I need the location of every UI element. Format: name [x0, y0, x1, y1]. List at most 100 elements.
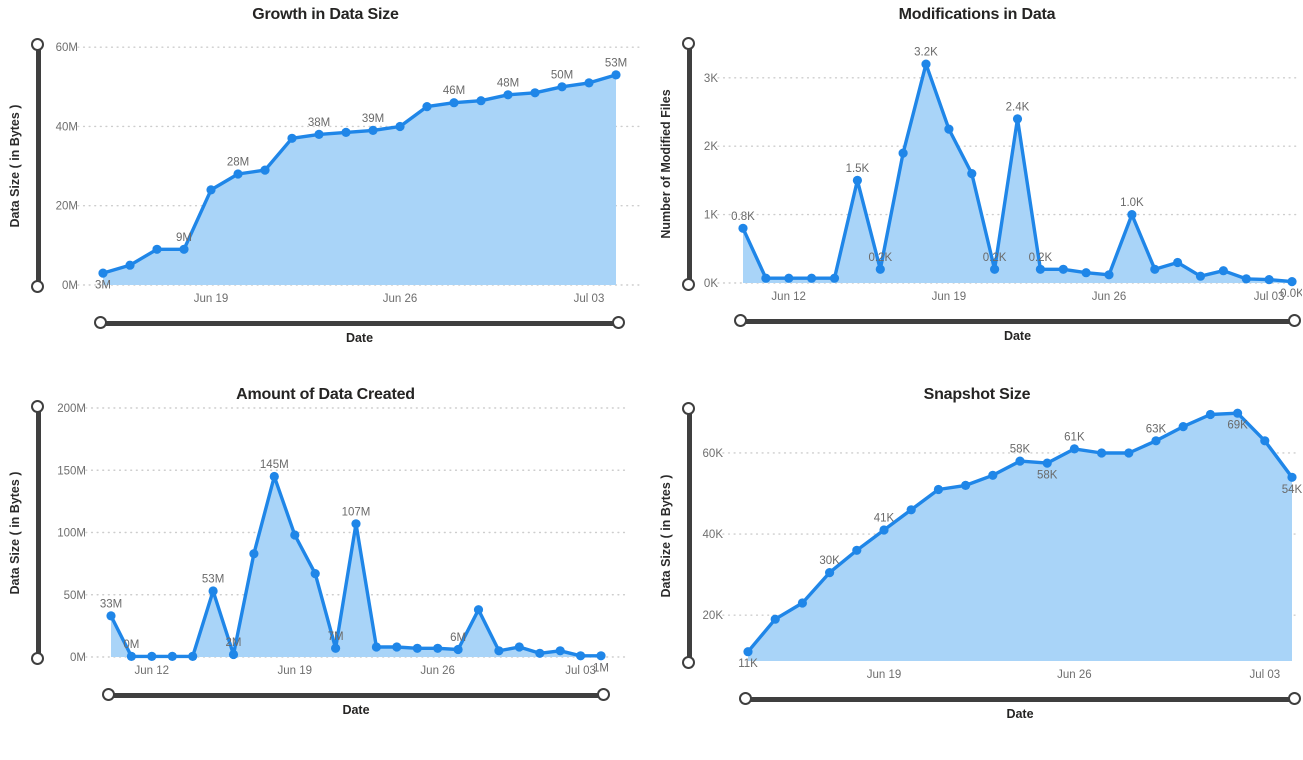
- data-point[interactable]: [152, 244, 162, 254]
- data-point[interactable]: [1241, 274, 1251, 284]
- data-point[interactable]: [1218, 266, 1228, 276]
- data-point[interactable]: [1151, 436, 1161, 446]
- slider-handle-top[interactable]: [31, 38, 44, 51]
- y-axis-range-slider[interactable]: [682, 37, 697, 291]
- slider-track[interactable]: [110, 693, 602, 698]
- data-point[interactable]: [503, 90, 513, 100]
- data-point[interactable]: [290, 530, 300, 540]
- data-point[interactable]: [879, 525, 889, 535]
- slider-handle-left[interactable]: [739, 692, 752, 705]
- slider-handle-bottom[interactable]: [31, 280, 44, 293]
- slider-handle-right[interactable]: [1288, 692, 1301, 705]
- data-point[interactable]: [1097, 448, 1107, 458]
- slider-track[interactable]: [36, 408, 41, 657]
- data-point[interactable]: [1287, 277, 1297, 287]
- data-point[interactable]: [921, 59, 931, 69]
- slider-handle-left[interactable]: [734, 314, 747, 327]
- data-point[interactable]: [743, 647, 753, 657]
- data-point[interactable]: [1012, 114, 1023, 124]
- data-point[interactable]: [784, 273, 794, 283]
- data-point[interactable]: [514, 642, 524, 652]
- x-axis-range-slider[interactable]: [739, 692, 1301, 707]
- data-point[interactable]: [208, 586, 218, 596]
- data-point[interactable]: [761, 273, 771, 283]
- data-point[interactable]: [1205, 409, 1215, 420]
- data-point[interactable]: [1233, 408, 1243, 418]
- data-point[interactable]: [944, 124, 954, 134]
- data-point[interactable]: [1015, 456, 1025, 466]
- data-point[interactable]: [611, 70, 621, 80]
- data-point[interactable]: [422, 102, 432, 112]
- chart-canvas[interactable]: 0.8K 1.5K 0.2K 3.2K 0.2K 2.4K 0.2K 1.0K 0.0K 0K 1K…: [651, 0, 1302, 380]
- data-point[interactable]: [269, 471, 279, 482]
- data-point[interactable]: [825, 568, 835, 578]
- slider-handle-bottom[interactable]: [682, 278, 695, 291]
- slider-handle-left[interactable]: [94, 316, 107, 329]
- data-point[interactable]: [147, 651, 157, 661]
- x-axis-range-slider[interactable]: [734, 314, 1301, 329]
- data-point[interactable]: [852, 175, 862, 185]
- data-point[interactable]: [433, 643, 443, 653]
- data-point[interactable]: [1127, 210, 1137, 220]
- data-point[interactable]: [412, 643, 422, 653]
- data-point[interactable]: [179, 244, 189, 254]
- slider-handle-bottom[interactable]: [31, 652, 44, 665]
- slider-handle-top[interactable]: [31, 400, 44, 413]
- data-point[interactable]: [933, 484, 943, 495]
- data-point[interactable]: [368, 125, 378, 135]
- data-point[interactable]: [287, 133, 297, 143]
- slider-track[interactable]: [742, 319, 1293, 324]
- chart-canvas[interactable]: 11K 30K 41K 58K 58K 61K 63K 69K 54K 20K 40K 60K Jun …: [651, 380, 1302, 760]
- data-point[interactable]: [1069, 444, 1079, 454]
- y-axis-range-slider[interactable]: [682, 402, 697, 669]
- slider-track[interactable]: [687, 410, 692, 661]
- data-point[interactable]: [988, 470, 998, 480]
- data-point[interactable]: [106, 611, 116, 621]
- data-point[interactable]: [453, 644, 463, 655]
- data-point[interactable]: [1260, 436, 1270, 446]
- data-point[interactable]: [1264, 275, 1274, 285]
- data-point[interactable]: [829, 273, 840, 283]
- slider-track[interactable]: [747, 697, 1293, 702]
- data-point[interactable]: [990, 264, 1000, 274]
- data-point[interactable]: [797, 598, 807, 608]
- data-point[interactable]: [1042, 458, 1052, 468]
- slider-handle-top[interactable]: [682, 37, 695, 50]
- data-point[interactable]: [1081, 268, 1091, 278]
- data-point[interactable]: [331, 643, 341, 653]
- data-point[interactable]: [898, 148, 908, 158]
- data-point[interactable]: [770, 614, 780, 624]
- data-point[interactable]: [371, 642, 381, 652]
- data-point[interactable]: [206, 185, 216, 195]
- data-point[interactable]: [1058, 264, 1068, 274]
- slider-handle-top[interactable]: [682, 402, 695, 415]
- data-point[interactable]: [476, 96, 486, 106]
- data-point[interactable]: [473, 605, 484, 615]
- x-axis-range-slider[interactable]: [102, 688, 610, 703]
- data-point[interactable]: [1150, 264, 1160, 274]
- data-point[interactable]: [341, 127, 351, 137]
- data-point[interactable]: [596, 651, 606, 661]
- data-point[interactable]: [351, 519, 361, 529]
- data-point[interactable]: [557, 82, 567, 92]
- data-point[interactable]: [188, 651, 198, 661]
- x-axis-range-slider[interactable]: [94, 316, 625, 331]
- data-point[interactable]: [260, 165, 270, 175]
- y-axis-range-slider[interactable]: [31, 400, 46, 665]
- data-point[interactable]: [249, 549, 259, 559]
- data-point[interactable]: [228, 649, 239, 660]
- data-point[interactable]: [576, 651, 586, 661]
- data-point[interactable]: [906, 505, 916, 515]
- data-point[interactable]: [807, 273, 817, 283]
- data-point[interactable]: [1104, 270, 1114, 280]
- data-point[interactable]: [875, 264, 885, 274]
- data-point[interactable]: [392, 642, 402, 652]
- data-point[interactable]: [449, 98, 459, 108]
- data-point[interactable]: [852, 545, 862, 555]
- data-point[interactable]: [530, 88, 540, 98]
- slider-track[interactable]: [36, 46, 41, 285]
- data-point[interactable]: [555, 646, 565, 656]
- slider-track[interactable]: [102, 321, 617, 326]
- data-point[interactable]: [1195, 271, 1206, 281]
- slider-track[interactable]: [687, 45, 692, 283]
